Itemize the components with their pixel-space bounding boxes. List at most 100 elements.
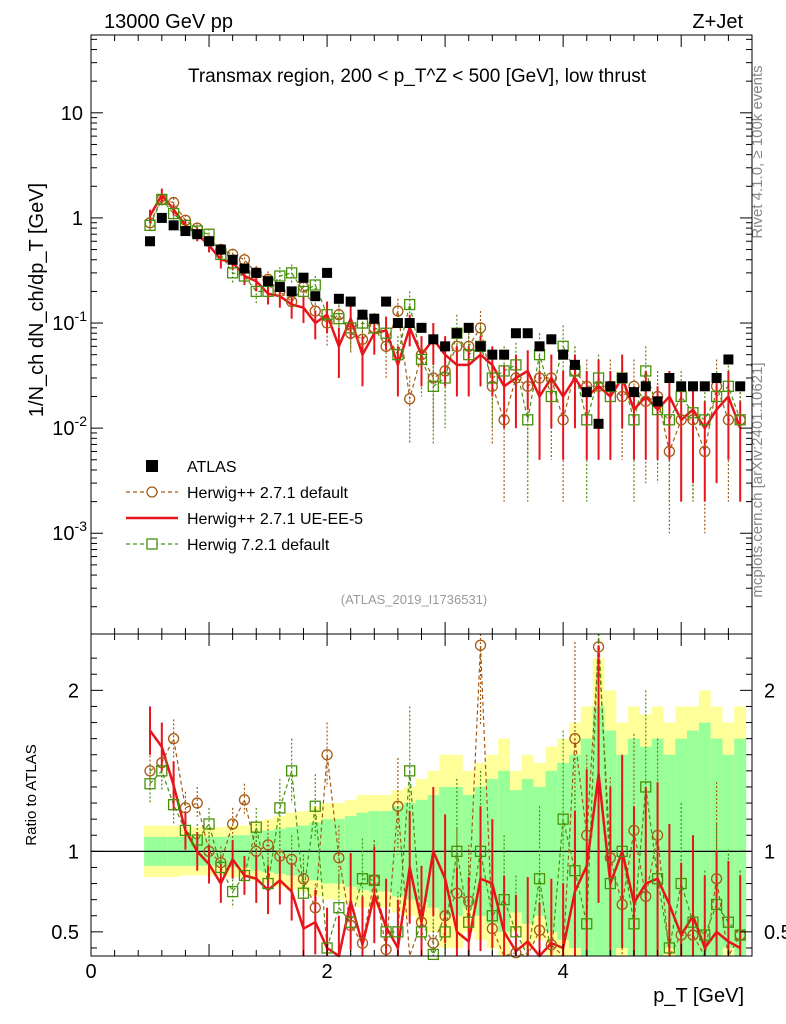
main-y-tick-labels: 10-3 10-2 10-1 1 10 [52,103,87,545]
herwigpp-default-marker [687,414,699,426]
ratio-herwigpp-default-marker [651,829,664,841]
ratio-herwigpp-default-marker [604,852,617,864]
atlas-marker [156,212,167,223]
ratio-y-tick-label-right: 1 [764,841,775,863]
atlas-marker [263,276,274,287]
ratio-axis-ticks [90,634,752,956]
ratio-herwigpp-default-marker [274,850,286,862]
ratio-herwigpp-default-marker [238,794,251,806]
herwigpp-default-marker [392,305,404,317]
ratio-y-tick-label-right: 0.5 [764,922,786,944]
ratio-herwig7-default-marker [356,873,369,885]
herwigpp-default-marker [522,380,534,392]
herwig7-default-marker [250,285,262,298]
herwigpp-default-marker [427,372,439,384]
x-tick-label: 4 [558,961,569,983]
ratio-herwig7-default-marker [569,865,581,877]
ratio-herwig7-default-marker [286,765,298,777]
herwigpp-default-marker [533,372,546,384]
ratio-herwig7-default-marker [179,824,192,837]
y-tick-label: 1 [72,208,83,230]
herwig7-default-marker [415,353,428,366]
ratio-herwigpp-default-marker [392,800,404,812]
atlas-marker [416,322,427,333]
herwig7-default-marker [345,322,357,334]
ratio-herwigpp-default-marker [167,733,180,745]
ratio-herwig7-default-marker [734,929,746,941]
herwigpp-default-marker [510,372,522,384]
ratio-herwig7-default-marker [250,821,262,833]
atlas-marker [322,267,333,278]
atlas-marker [310,291,321,302]
atlas-marker [534,341,545,352]
ratio-herwigpp-default-marker [262,839,274,851]
atlas-marker [333,293,344,304]
ratio-y-axis-label: Ratio to ATLAS [23,744,40,845]
herwig7-default-marker [167,207,180,220]
ratio-herwig7-default-marker [274,802,286,814]
process-label: Z+Jet [692,11,743,33]
atlas-marker [145,236,156,247]
ratio-herwigpp-default-marker [628,824,640,837]
herwigpp-default-marker [321,317,333,329]
ratio-herwig7-default-marker [533,873,546,885]
herwig7-default-marker [710,390,723,403]
ratio-herwig7-default-marker [451,845,463,857]
herwigpp-default-marker [404,393,416,405]
atlas-marker [404,318,415,329]
atlas-marker [711,372,722,383]
legend-label: ATLAS [187,459,237,476]
legend-atlas-marker [146,460,158,472]
atlas-marker [392,318,403,329]
main-axis-ticks [90,35,752,634]
ratio-herwigpp-default-marker [144,765,156,777]
herwig7-default-marker [699,414,711,426]
atlas-marker [251,267,262,278]
ratio-panel: 0.5 0.5 1 1 2 2 0 2 4 Ratio to ATLAS p_T [GeV] [23,633,786,1007]
ratio-herwig7-default-marker [309,800,321,812]
atlas-marker [239,263,250,274]
herwig7-default-marker [274,270,286,282]
ratio-herwigpp-default-marker [297,873,310,885]
herwig7-default-marker [722,380,735,392]
herwig7-default-marker [486,372,498,384]
atlas-marker [369,313,380,324]
ratio-herwig7-default-marker [203,818,215,830]
x-tick-label: 2 [322,961,333,983]
herwig7-default-marker [144,219,156,231]
main-panel: 10-3 10-2 10-1 1 10 Transmax region, 200 < p… [26,34,753,635]
herwigpp-default-marker [545,372,557,384]
atlas-marker [204,236,215,247]
herwigpp-default-marker [616,390,628,403]
ratio-herwig7-default-marker [333,902,345,914]
herwigpp-default-marker [463,340,475,352]
ratio-herwig7-default-marker [474,845,487,857]
ratio-herwig7-default-marker [215,861,227,874]
analysis-tag: (ATLAS_2019_I1736531) [341,592,487,607]
atlas-marker [676,381,687,392]
herwig7-default-marker [262,285,274,298]
herwigpp-default-marker [167,196,180,209]
herwigpp-default-marker [486,380,498,392]
rivet-label: Rivet 4.1.0, ≥ 100k events [749,65,766,238]
herwig7-default-marker [545,390,557,403]
herwig7-default-marker [286,267,298,279]
ratio-herwig7-default-marker [486,910,498,922]
atlas-marker [168,220,179,231]
ratio-herwigpp-default-marker [463,895,475,907]
atlas-marker [428,334,439,345]
ratio-y-tick-label: 1 [68,841,79,863]
atlas-marker [546,334,557,345]
ratio-herwigpp-default-marker [250,845,262,857]
green-band-segment [698,722,711,956]
herwigpp-default-marker [309,305,321,317]
ratio-herwig7-default-marker [616,845,628,857]
ratio-herwig7-default-marker [297,887,310,899]
x-axis-label: p_T [GeV] [653,985,744,1007]
herwig7-default-marker [522,414,534,426]
herwig7-default-marker [498,365,510,377]
ratio-herwigpp-default-marker [356,937,369,949]
ratio-herwig7-default-marker [392,926,404,938]
herwig7-default-marker [640,365,652,377]
atlas-marker [286,286,297,297]
